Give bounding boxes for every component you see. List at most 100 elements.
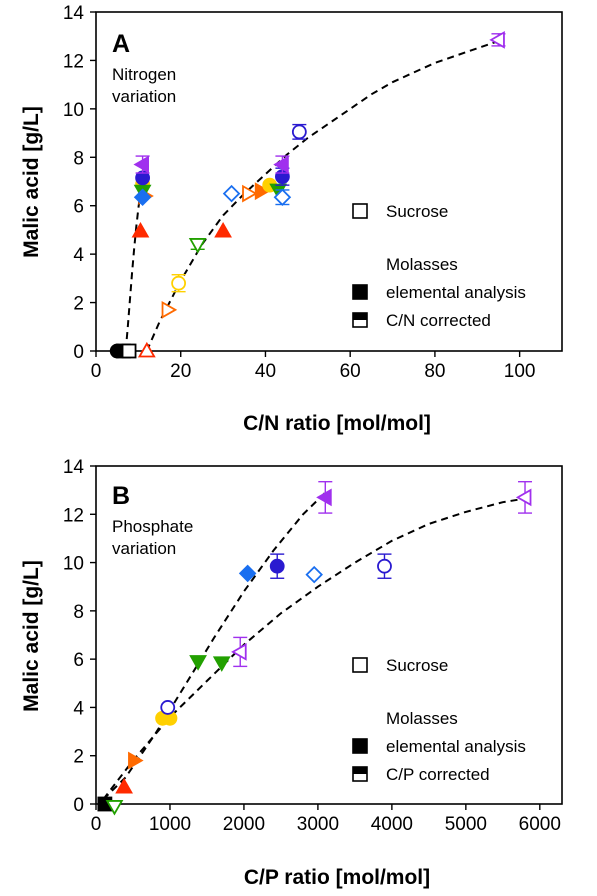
panel-a-data-point [489,30,506,49]
panel-a-x-axis-title: C/N ratio [mol/mol] [243,412,431,435]
panel-b-x-tick-label: 2000 [223,814,265,835]
panel-a-y-tick-label: 4 [73,245,84,266]
panel-b-y-axis-title: Malic acid [g/L] [20,560,43,712]
panel-b-legend-label-elemental: elemental analysis [386,737,526,756]
panel-b-axes-frame [95,465,563,805]
panel-a-marker-triangle-left [273,155,289,174]
panel-b-marker-circle [160,700,176,715]
panel-a-x-tick-label: 0 [91,361,102,382]
panel-a-marker-circle [291,124,307,140]
panel-b-marker-triangle-down [212,656,231,672]
panel-a-data-point [131,221,150,238]
panel-a-marker-diamond [133,188,152,207]
panel-a-legend-marker-elemental [352,284,368,300]
panel-a-y-tick-label: 2 [73,294,84,315]
panel-b-data-point [316,480,333,514]
panel-a-axes-frame [95,11,563,352]
panel-b-y-tick-label: 6 [73,650,84,671]
panel-b-data-point [160,700,176,715]
panel-b-marker-triangle-left [231,643,247,661]
panel-b-legend: Sucrose Molasses elemental analysis C/P … [352,656,526,784]
panel-a-data-point [133,155,150,174]
panel-b-data-point [238,564,257,583]
panel-a-fit-curve [124,176,144,352]
panel-a-marker-triangle-right [161,300,178,319]
panel-a-data-point [222,184,241,203]
panel-a: 0 20 40 60 80 100 0 2 4 6 8 10 12 14 A Nitrogen varia… [20,3,563,435]
panel-a-x-tick-label: 20 [170,361,191,382]
panel-b-x-tick-label: 1000 [149,814,191,835]
panel-b-plot-area: 0 1000 2000 3000 4000 5000 6000 0 2 4 6 8 10 12 14 [63,457,563,835]
panel-a-y-tick-label: 0 [73,342,84,363]
panel-a-data-point [273,188,292,207]
panel-a-plot-area: 0 20 40 60 80 100 0 2 4 6 8 10 12 14 [63,3,563,382]
panel-a-data-point [133,188,152,207]
panel-b-data-point [105,800,124,816]
panel-b-data-point [269,553,285,579]
panel-b-marker-triangle-down [105,800,124,816]
panel-a-marker-triangle-up [131,221,150,238]
panel-a-legend-marker-corrected-fill [353,313,367,320]
panel-a-data-point [254,182,271,201]
panel-a-legend-label-molasses: Molasses [386,255,458,274]
panel-a-y-tick-label: 12 [63,51,84,72]
panel-b-data-point [231,636,248,668]
panel-b-y-tick-label: 14 [63,457,85,478]
panel-a-data-point [121,343,137,359]
panel-a-data-point [242,184,258,203]
panel-b-y-tick-label: 8 [73,602,84,623]
panel-a-x-tick-label: 80 [424,361,445,382]
panel-a-legend-label-elemental: elemental analysis [386,283,526,302]
panel-a-marker-triangle-up [214,221,232,238]
panel-a-y-tick-label: 14 [63,3,85,24]
panel-b-data-point [515,480,533,514]
panel-b-y-tick-label: 10 [63,554,84,575]
panel-b-legend-label-corrected: C/P corrected [386,765,490,784]
panel-a-marker-triangle-left [489,30,505,49]
panel-a-legend-label-sucrose: Sucrose [386,202,448,221]
panel-b-legend-label-sucrose: Sucrose [386,656,448,675]
panel-a-annotation-line-1: Nitrogen [112,65,176,84]
panel-b-data-point [115,777,133,794]
panel-b-annotation-line-2: variation [112,539,176,558]
panel-a-annotation-line-2: variation [112,87,176,106]
panel-b-marker-circle [269,558,285,574]
panel-a-marker-diamond [273,188,292,207]
panel-b-marker-diamond [238,564,257,583]
panel-a-data-point [188,238,207,254]
panel-b: 0 1000 2000 3000 4000 5000 6000 0 2 4 6 8 10 12 14 B P… [20,457,563,889]
panel-b-marker-triangle-down [189,655,207,671]
panel-b-marker-circle [377,558,392,574]
panel-b-x-tick-label: 0 [91,814,102,835]
panel-b-legend-label-molasses: Molasses [386,709,458,728]
panel-a-y-tick-label: 6 [73,197,84,218]
panel-b-x-tick-label: 5000 [445,814,487,835]
panel-b-y-tick-label: 2 [73,747,84,768]
panel-a-x-tick-label: 40 [255,361,276,382]
panel-a-marker-square [121,343,137,359]
panel-a-y-tick-label: 10 [63,100,84,121]
panel-a-data-point [291,123,307,140]
panel-a-y-tick-label: 8 [73,148,84,169]
panel-a-letter: A [112,30,130,58]
panel-b-x-tick-label: 6000 [519,814,561,835]
panel-a-data-point [137,341,156,358]
panel-b-fit-curve [102,496,533,800]
panel-a-data-point [214,221,232,238]
panel-b-x-tick-label: 4000 [371,814,413,835]
panel-a-data-point [171,274,187,293]
panel-a-marker-circle [171,275,187,291]
panel-b-data-point [377,553,392,579]
panel-a-marker-triangle-up [137,341,156,358]
panel-b-data-point [305,565,323,584]
panel-a-legend-marker-sucrose [352,203,368,219]
panel-a-marker-triangle-left [133,155,149,174]
panel-a-marker-triangle-right [242,184,258,203]
panel-b-data-point [128,751,144,770]
panel-b-legend-marker-corrected-fill [353,767,367,774]
panel-b-data-point [189,655,207,671]
panel-b-annotation-line-1: Phosphate [112,517,193,536]
panel-b-marker-triangle-up [115,777,133,794]
panel-a-legend-label-corrected: C/N corrected [386,311,491,330]
